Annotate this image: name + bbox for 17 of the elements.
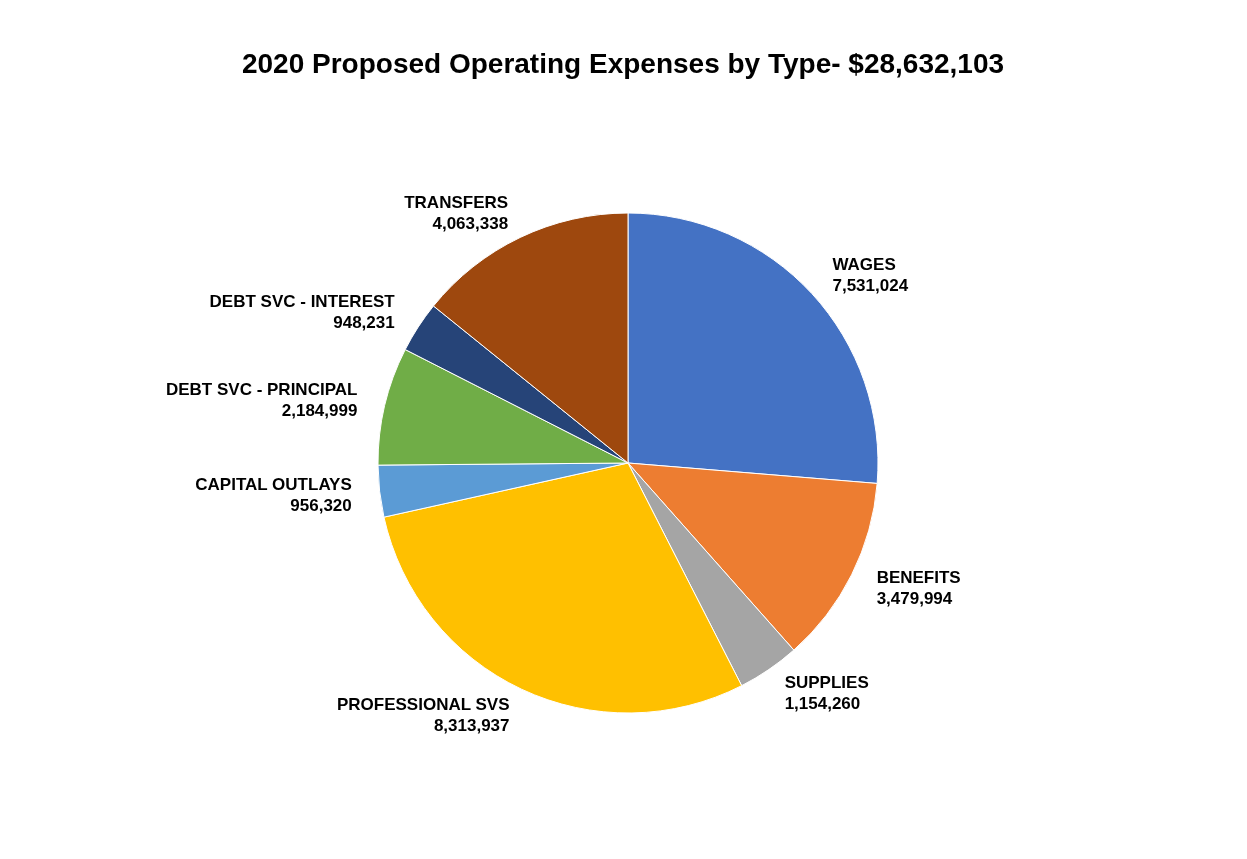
slice-label: CAPITAL OUTLAYS bbox=[195, 474, 352, 494]
slice-label: BENEFITS bbox=[876, 567, 961, 587]
data-label: 7,531,024 bbox=[832, 276, 909, 296]
data-label: 948,231 bbox=[333, 313, 395, 333]
data-label: 3,479,994 bbox=[876, 588, 953, 608]
data-label: 2,184,999 bbox=[281, 400, 358, 420]
data-label: 1,154,260 bbox=[784, 694, 861, 714]
slice-label: SUPPLIES bbox=[784, 673, 869, 693]
slice-label: TRANSFERS bbox=[404, 192, 509, 212]
data-label: 956,320 bbox=[290, 495, 352, 515]
slice-label: DEBT SVC - INTEREST bbox=[209, 292, 396, 312]
data-label: 4,063,338 bbox=[432, 213, 509, 233]
chart-title: 2020 Proposed Operating Expenses by Type- $28,632,103 bbox=[240, 47, 1006, 81]
slice-label: DEBT SVC - PRINCIPAL bbox=[165, 379, 358, 399]
slice-label: WAGES bbox=[832, 255, 896, 275]
slice-label: PROFESSIONAL SVS bbox=[336, 694, 510, 714]
data-label: 8,313,937 bbox=[433, 715, 510, 735]
